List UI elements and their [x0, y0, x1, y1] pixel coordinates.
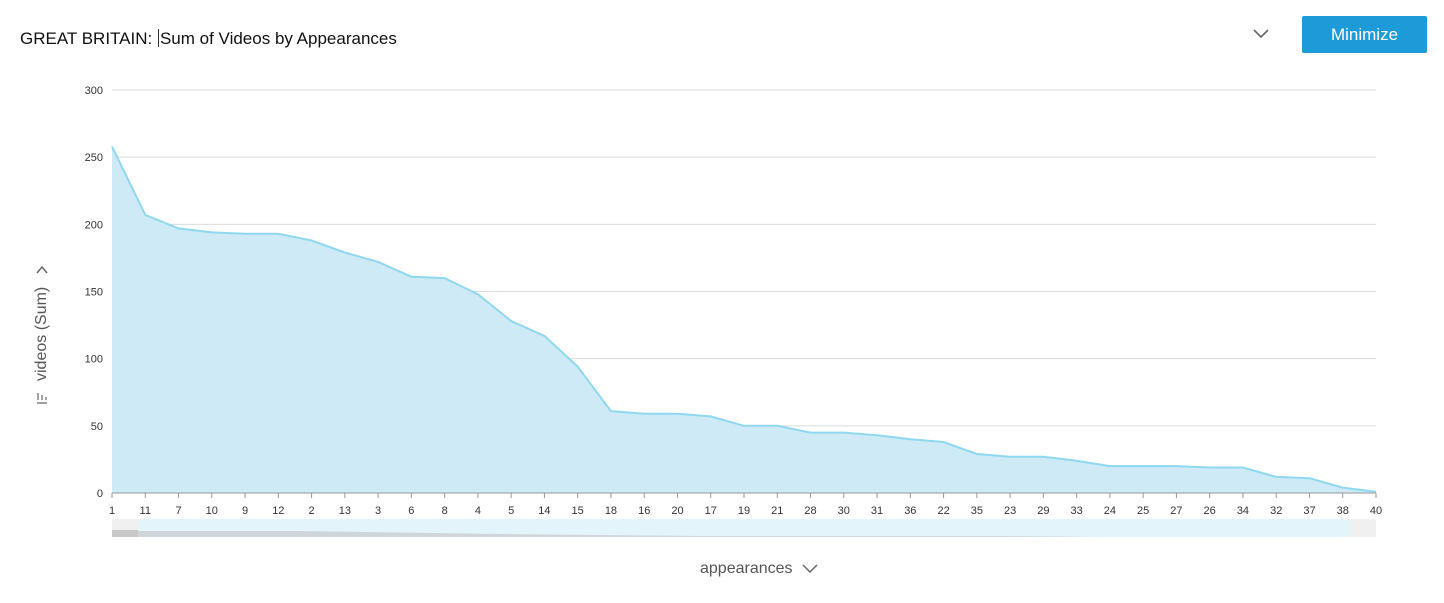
x-tick-label: 15 [572, 505, 584, 517]
scroll-slider[interactable] [112, 519, 1376, 537]
x-tick-label: 5 [508, 505, 514, 517]
x-tick-label: 3 [375, 505, 381, 517]
x-tick-label: 8 [442, 505, 448, 517]
x-tick-label: 37 [1303, 505, 1315, 517]
x-tick-label: 20 [671, 505, 683, 517]
x-tick-label: 19 [738, 505, 750, 517]
x-tick-label: 4 [475, 505, 481, 517]
text-cursor [157, 29, 159, 47]
x-tick-label: 32 [1270, 505, 1282, 517]
x-tick-label: 12 [272, 505, 284, 517]
slider-mini-preview [138, 531, 1351, 537]
x-tick-label: 30 [838, 505, 850, 517]
x-tick-label: 34 [1237, 505, 1249, 517]
y-tick-label: 150 [85, 287, 103, 299]
y-tick-label: 100 [85, 354, 103, 366]
y-tick-label: 0 [97, 488, 103, 500]
slider-range [138, 519, 1351, 537]
x-axis-ticks: 1 11 7 10 9 12 2 13 3 6 8 4 5 14 15 18 16 20 17 19 21 28 30 31 3… [109, 493, 1382, 517]
y-tick-label: 50 [91, 421, 103, 433]
area-series [112, 146, 1376, 493]
chevron-right-icon[interactable] [35, 263, 49, 277]
x-tick-label: 36 [904, 505, 916, 517]
x-tick-label: 23 [1004, 505, 1016, 517]
x-tick-label: 22 [937, 505, 949, 517]
x-axis-label[interactable]: appearances [700, 560, 819, 578]
minimize-button[interactable]: Minimize [1302, 16, 1427, 53]
chart-title: GREAT BRITAIN: Sum of Videos by Appearan… [20, 29, 397, 49]
slider-handle-left [112, 530, 138, 537]
x-tick-label: 28 [804, 505, 816, 517]
x-tick-label: 11 [140, 505, 151, 517]
x-tick-label: 40 [1370, 505, 1382, 517]
x-tick-label: 26 [1204, 505, 1216, 517]
x-tick-label: 13 [339, 505, 351, 517]
series-line [111, 145, 1377, 493]
x-tick-label: 33 [1071, 505, 1083, 517]
x-tick-label: 17 [705, 505, 717, 517]
y-tick-label: 250 [85, 152, 103, 164]
x-tick-label: 31 [871, 505, 883, 517]
chevron-down-icon[interactable] [1250, 24, 1272, 44]
x-tick-label: 25 [1137, 505, 1149, 517]
x-tick-label: 24 [1104, 505, 1116, 517]
x-tick-label: 38 [1337, 505, 1349, 517]
x-tick-label: 21 [771, 505, 783, 517]
x-tick-label: 27 [1170, 505, 1182, 517]
y-axis-label[interactable]: videos (Sum) [24, 240, 60, 405]
x-tick-label: 1 [109, 505, 115, 517]
y-tick-label: 300 [85, 85, 103, 97]
y-axis-ticks: 0 50 100 150 200 250 300 [85, 85, 103, 500]
x-tick-label: 7 [175, 505, 181, 517]
x-tick-label: 29 [1037, 505, 1049, 517]
x-tick-label: 2 [309, 505, 315, 517]
chevron-down-icon[interactable] [801, 563, 819, 575]
x-tick-label: 9 [242, 505, 248, 517]
x-tick-label: 10 [206, 505, 218, 517]
x-axis-title: appearances [700, 560, 793, 577]
y-tick-label: 200 [85, 219, 103, 231]
x-tick-label: 16 [638, 505, 650, 517]
y-axis-title: videos (Sum) [33, 286, 50, 381]
x-tick-label: 6 [408, 505, 414, 517]
x-tick-label: 14 [538, 505, 550, 517]
title-prefix: GREAT BRITAIN: [20, 29, 157, 48]
x-tick-label: 35 [971, 505, 983, 517]
title-main: Sum of Videos by Appearances [159, 29, 397, 48]
x-tick-label: 18 [605, 505, 617, 517]
sort-icon[interactable] [35, 391, 49, 405]
